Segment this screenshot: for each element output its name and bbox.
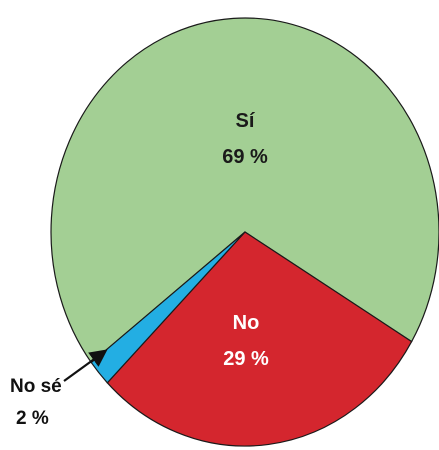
slice-value-no-se: 2 % xyxy=(16,408,49,429)
slice-label-no: No xyxy=(233,312,260,334)
pie-slice-no xyxy=(106,231,413,447)
no-se-pointer-arrow xyxy=(63,349,108,382)
slice-value-si: 69 % xyxy=(222,146,268,168)
slice-label-no-se: No sé xyxy=(10,376,62,397)
slice-label-si: Sí xyxy=(236,110,256,132)
slice-value-no: 29 % xyxy=(223,348,269,370)
pie-slice-si xyxy=(50,17,439,364)
